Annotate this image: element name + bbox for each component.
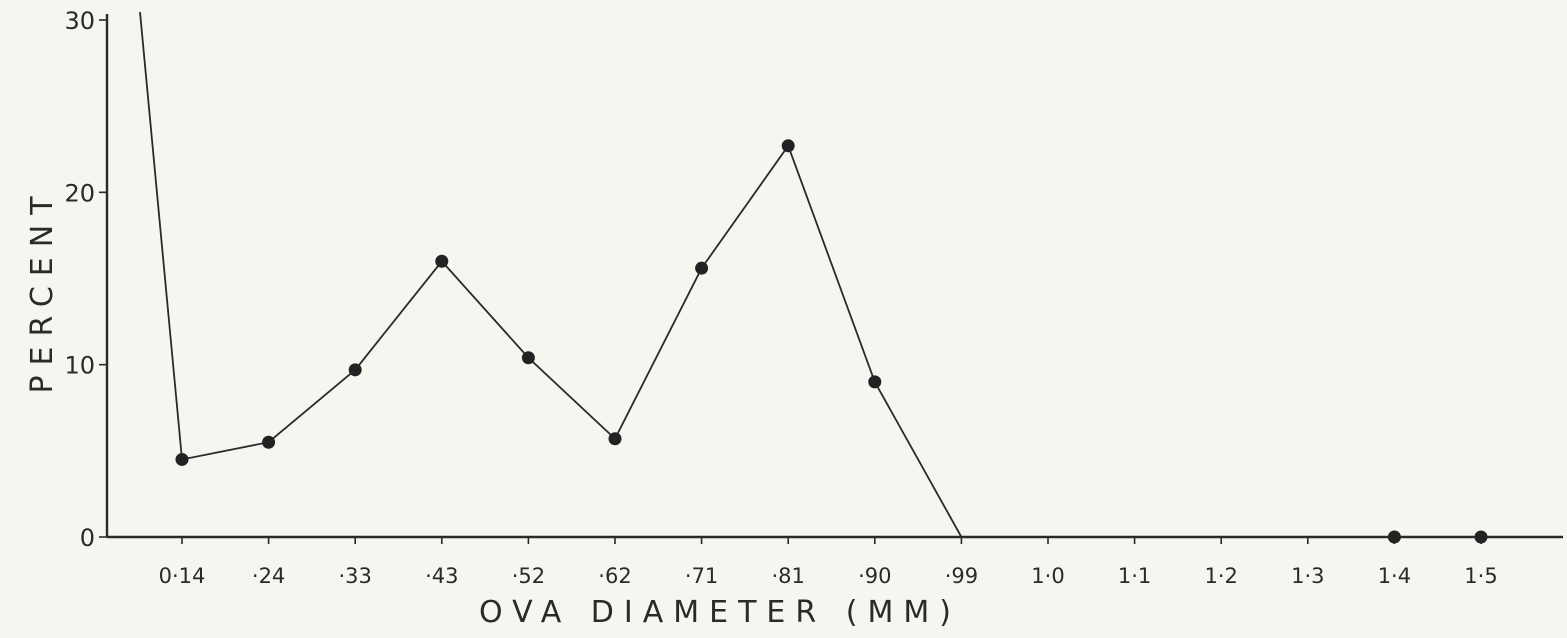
data-point <box>695 261 709 275</box>
series-line <box>139 11 963 538</box>
x-tick-label: 1·3 <box>1291 564 1324 588</box>
data-point <box>435 254 449 268</box>
data-point <box>781 139 795 153</box>
x-tick-label: 1·0 <box>1031 564 1064 588</box>
data-point <box>1474 530 1488 544</box>
data-point <box>1387 530 1401 544</box>
x-tick-label: ·99 <box>945 564 978 588</box>
y-tick-label: 10 <box>64 352 95 380</box>
x-tick-label: ·43 <box>425 564 458 588</box>
x-tick-label: 1·1 <box>1118 564 1151 588</box>
x-tick-label: ·90 <box>858 564 891 588</box>
data-point <box>262 435 276 449</box>
data-point <box>868 375 882 389</box>
x-tick-label: ·24 <box>252 564 285 588</box>
data-point <box>348 363 362 377</box>
data-point <box>608 432 622 446</box>
y-axis-title: PERCENT <box>25 186 60 393</box>
x-axis-title: OVA DIAMETER (MM) <box>479 595 961 630</box>
x-tick-label: 0·14 <box>159 564 206 588</box>
x-tick-label: ·81 <box>771 564 804 588</box>
x-tick-label: 1·2 <box>1204 564 1237 588</box>
y-tick-label: 20 <box>64 179 95 207</box>
x-tick-label: ·62 <box>598 564 631 588</box>
x-tick-label: 1·5 <box>1464 564 1497 588</box>
x-ticks: 0·14 ·24 ·33 ·43 ·52 ·62 ·71 ·81 ·90 ·99 1·0 1·1 1·2… <box>159 537 1498 588</box>
data-point <box>521 351 535 365</box>
y-tick-label: 0 <box>80 524 95 552</box>
x-tick-label: ·52 <box>512 564 545 588</box>
x-tick-label: ·33 <box>338 564 371 588</box>
series-group <box>139 11 1488 544</box>
x-tick-label: ·71 <box>685 564 718 588</box>
data-point <box>175 452 189 466</box>
axes <box>105 14 1563 539</box>
y-tick-label: 30 <box>64 7 95 35</box>
y-ticks: 0 10 20 30 <box>64 7 107 552</box>
x-tick-label: 1·4 <box>1378 564 1411 588</box>
